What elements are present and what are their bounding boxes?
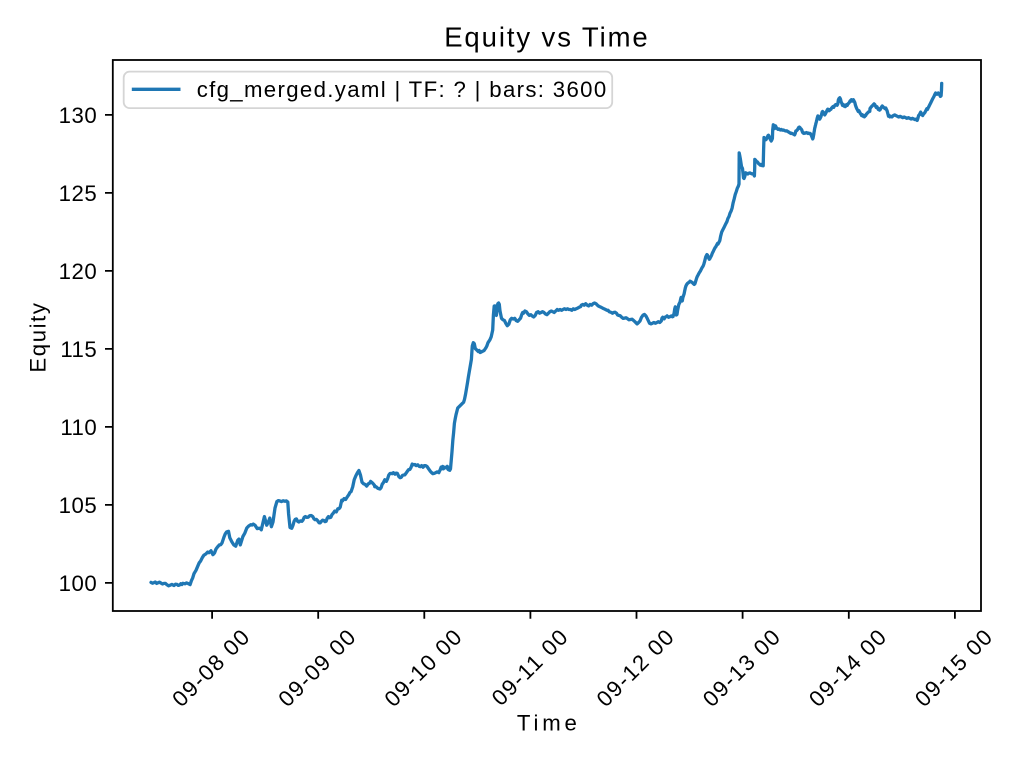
svg-text:130: 130 bbox=[59, 103, 98, 128]
svg-text:09-08 00: 09-08 00 bbox=[167, 624, 255, 712]
svg-text:125: 125 bbox=[59, 181, 98, 206]
svg-text:110: 110 bbox=[60, 415, 97, 440]
svg-text:09-15 00: 09-15 00 bbox=[910, 624, 998, 712]
svg-text:120: 120 bbox=[59, 259, 98, 284]
svg-text:Time: Time bbox=[517, 711, 577, 736]
svg-text:09-13 00: 09-13 00 bbox=[698, 624, 786, 712]
svg-text:09-10 00: 09-10 00 bbox=[379, 624, 467, 712]
svg-text:Equity vs Time: Equity vs Time bbox=[444, 22, 649, 53]
svg-text:105: 105 bbox=[59, 493, 98, 518]
svg-text:100: 100 bbox=[59, 571, 98, 596]
svg-text:09-11 00: 09-11 00 bbox=[487, 624, 574, 711]
svg-text:09-12 00: 09-12 00 bbox=[592, 624, 680, 712]
svg-text:Equity: Equity bbox=[26, 301, 51, 372]
svg-text:115: 115 bbox=[60, 337, 97, 362]
svg-text:cfg_merged.yaml | TF: ? | bars: cfg_merged.yaml | TF: ? | bars: 3600 bbox=[197, 77, 608, 102]
svg-text:09-09 00: 09-09 00 bbox=[273, 624, 361, 712]
svg-text:09-14 00: 09-14 00 bbox=[804, 624, 892, 712]
